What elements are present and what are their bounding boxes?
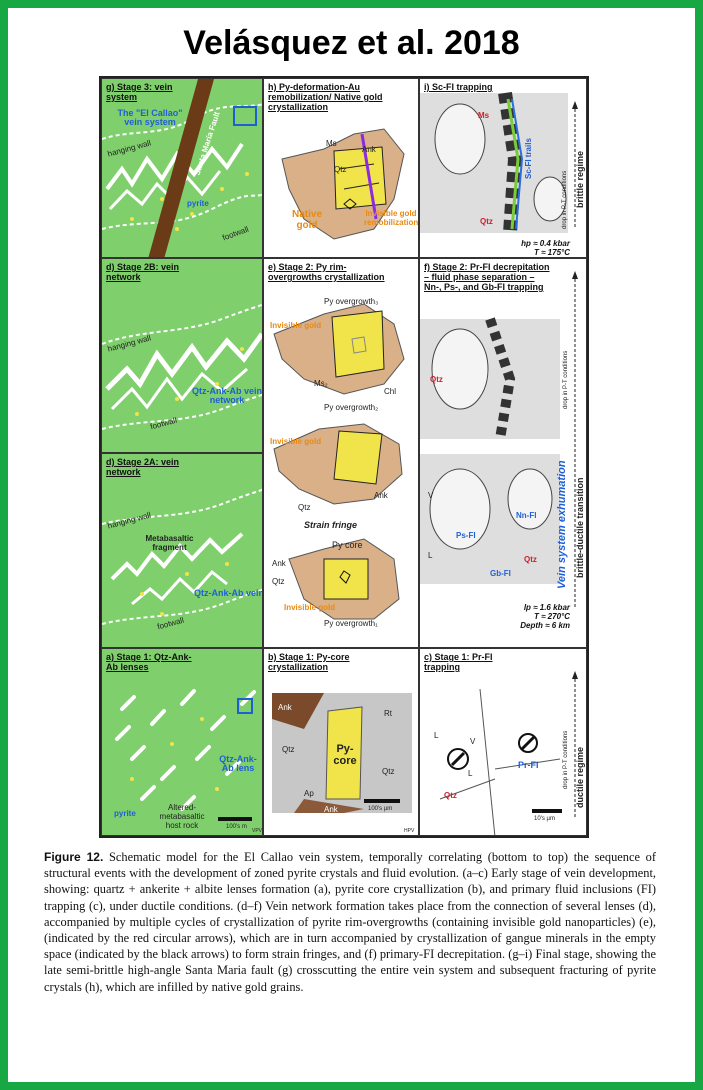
qtz-ank-ab-lens-label: Qtz-Ank-Ab lens	[219, 754, 257, 773]
credit-b-label: HPV	[404, 828, 415, 834]
drop-pt-c: drop in P-T conditions	[563, 730, 569, 789]
gb-fi-label: Gb-FI	[490, 569, 511, 578]
panel-c-illustration	[439, 671, 578, 835]
invisible-gold-2-label: Invisible gold	[270, 437, 322, 446]
conditions-f: lp ≈ 1.6 kbar T ≈ 270°C Depth ≈ 6 km	[520, 603, 570, 630]
py-overgrowth1-label: Py overgrowth₁	[324, 619, 378, 628]
caption-label: Figure 12.	[44, 850, 104, 864]
panel-d2a-illustration	[102, 488, 262, 625]
panel-g-illustration	[102, 79, 262, 257]
drop-pt-i: drop in P-T conditions	[562, 170, 568, 229]
py-core-e-label: Py core	[332, 540, 363, 550]
qtz-label: Qtz	[334, 165, 347, 174]
ank-sf-label: Ank	[272, 559, 286, 568]
qtz-e-label: Qtz	[298, 503, 311, 512]
qtz-i-label: Qtz	[480, 217, 493, 226]
native-gold-label: Native gold	[291, 209, 322, 231]
ductile-regime-label: ductile regime	[575, 746, 585, 808]
panel-c-label: c) Stage 1: Pr-FI trapping	[424, 652, 493, 672]
py-core-b-label: Py- core	[333, 743, 357, 767]
ms-i-label: Ms	[478, 111, 490, 120]
panel-e: e) Stage 2: Py rim- overgrowths crystall…	[263, 258, 419, 648]
qtz-f-label: Qtz	[430, 375, 443, 384]
panel-d2a-label: d) Stage 2A: vein network	[106, 457, 180, 477]
figure-12: g) Stage 3: vein system The "El Callao" …	[99, 76, 589, 838]
l-f-label: L	[428, 551, 433, 560]
vein-d2a-label: Qtz-Ank-Ab vein	[194, 588, 263, 598]
invisible-gold-1-label: Invisible gold	[270, 321, 322, 330]
panel-g-label: g) Stage 3: vein system	[106, 82, 173, 102]
scale-b-label: 100's µm	[368, 806, 393, 812]
l2-c-label: L	[468, 769, 473, 778]
panel-c: c) Stage 1: Pr-FI trapping L V L Pr-FI Q…	[419, 648, 587, 836]
pyrite-a-label: pyrite	[114, 809, 136, 818]
ank-b2-label: Ank	[324, 805, 338, 814]
figure-caption: Figure 12. Schematic model for the El Ca…	[44, 849, 656, 995]
panel-a-illustration	[115, 689, 256, 821]
panel-b-illustration	[272, 693, 412, 813]
qtz-c-label: Qtz	[444, 791, 457, 800]
qtz-sf-label: Qtz	[272, 577, 285, 586]
pyrite-label: pyrite	[187, 199, 209, 208]
panel-f-label: f) Stage 2: Pr-FI decrepitation – fluid …	[424, 262, 550, 292]
invisible-gold-remobilization-label: Invisible gold remobilization	[364, 209, 419, 227]
ms-e-label: Ms₂	[314, 379, 328, 388]
page-title: Velásquez et al. 2018	[183, 24, 520, 62]
strain-fringe-label: Strain fringe	[304, 520, 358, 530]
scale-a-label: 100's m	[226, 824, 247, 830]
py-overgrowth2-label: Py overgrowth₂	[324, 403, 379, 412]
panel-d2a: d) Stage 2A: vein network hanging wall M…	[101, 453, 263, 648]
qtz-b-label: Qtz	[282, 745, 295, 754]
caption-text: Schematic model for the El Callao vein s…	[44, 850, 656, 994]
panel-b: b) Stage 1: Py-core crystallization Ank …	[263, 648, 419, 836]
v-f-label: V	[428, 491, 434, 500]
conditions-i: hp ≈ 0.4 kbar T ≈ 175°C Depth ≈ 4 km	[521, 239, 570, 257]
ank-e-label: Ank	[374, 491, 388, 500]
py-overgrowth3-label: Py overgrowth₃	[324, 297, 379, 306]
scale-c-label: 10's µm	[534, 816, 555, 822]
rt-b-label: Rt	[384, 709, 392, 718]
brittle-regime-label: brittle regime	[575, 150, 585, 208]
panel-h-illustration	[281, 128, 405, 240]
panel-i-label: i) Sc-FI trapping	[424, 82, 493, 92]
nn-fi-label: Nn-FI	[516, 511, 537, 520]
l-c-label: L	[434, 731, 439, 740]
ap-b-label: Ap	[304, 789, 314, 798]
panel-a: a) Stage 1: Qtz-Ank-Ab lenses Qtz-Ank-Ab…	[101, 648, 263, 836]
v-c-label: V	[470, 737, 476, 746]
vein-system-exhumation-label: Vein system exhumation	[556, 460, 568, 589]
panel-f-illustration	[420, 271, 578, 609]
brittle-ductile-transition-label: brittle-ductile transition	[575, 477, 585, 578]
panel-h: h) Py-deformation-Au remobilization/ Nat…	[263, 78, 419, 258]
credit-a-label: VPV	[252, 828, 263, 834]
panel-e-label: e) Stage 2: Py rim- overgrowths crystall…	[268, 262, 385, 282]
chl-e-label: Chl	[384, 387, 397, 396]
panel-g: g) Stage 3: vein system The "El Callao" …	[101, 78, 263, 258]
panel-d2b: d) Stage 2B: vein network hanging wall Q…	[101, 258, 263, 453]
ps-fi-label: Ps-FI	[456, 531, 476, 540]
panel-b-label: b) Stage 1: Py-core crystallization	[268, 652, 350, 672]
drop-pt-f: drop in P-T conditions	[563, 350, 569, 409]
vein-network-label: Qtz-Ank-Ab vein network	[192, 386, 263, 405]
panel-h-label: h) Py-deformation-Au remobilization/ Nat…	[268, 82, 383, 112]
panel-d2b-illustration	[102, 303, 262, 430]
ank-label: Ank	[362, 145, 376, 154]
panel-f: f) Stage 2: Pr-FI decrepitation – fluid …	[419, 258, 587, 648]
panel-i: i) Sc-FI trapping Ms Sc-FI trails Qtz dr…	[419, 78, 587, 258]
ms-label: Ms	[326, 139, 337, 148]
panel-d2b-label: d) Stage 2B: vein network	[106, 262, 180, 282]
metabasaltic-fragment-label: Metabasaltic fragment	[145, 534, 194, 552]
pr-fi-label: Pr-FI	[518, 760, 539, 770]
invisible-gold-3-label: Invisible gold	[284, 603, 336, 612]
panel-a-label: a) Stage 1: Qtz-Ank-Ab lenses	[106, 652, 192, 672]
ank-b-label: Ank	[278, 703, 292, 712]
host-rock-label: Altered- metabasaltic host rock	[159, 803, 205, 830]
panel-i-illustration	[420, 91, 578, 234]
panel-e-illustration	[273, 303, 405, 620]
qtz-f2-label: Qtz	[524, 555, 537, 564]
sc-fi-trails-label: Sc-FI trails	[524, 138, 533, 179]
vein-system-label: The "El Callao" vein system	[117, 108, 183, 127]
qtz-b2-label: Qtz	[382, 767, 395, 776]
